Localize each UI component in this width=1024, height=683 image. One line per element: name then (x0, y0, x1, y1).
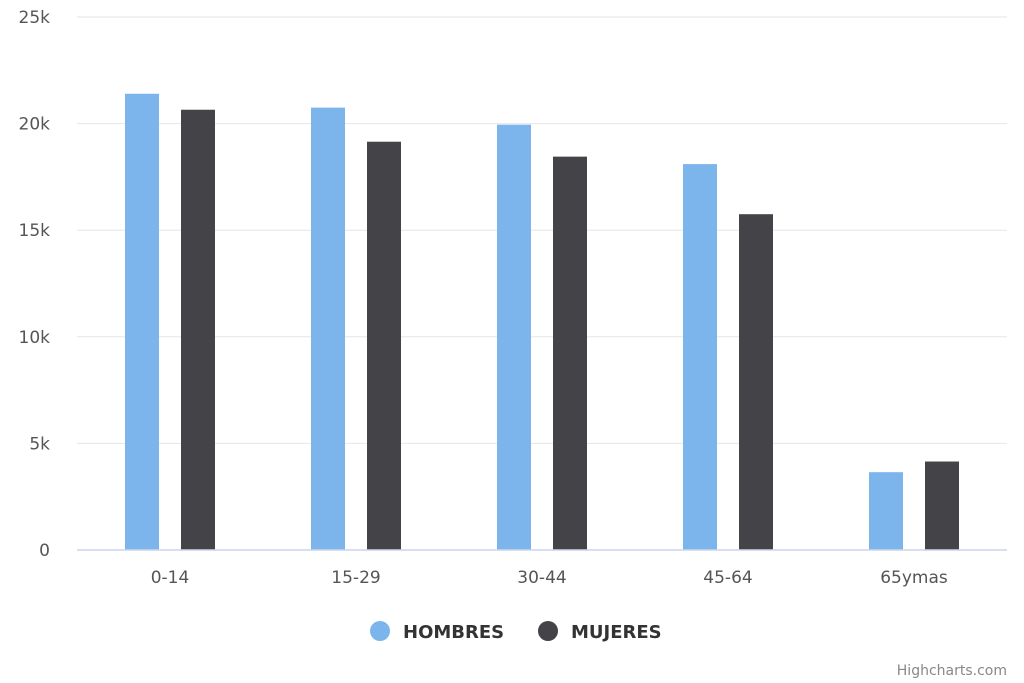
y-tick-label: 20k (19, 115, 51, 135)
credits-link[interactable]: Highcharts.com (897, 663, 1007, 679)
legend-label: HOMBRES (403, 622, 504, 643)
legend-marker (370, 621, 390, 641)
bar-hombres-0-14[interactable] (125, 93, 159, 550)
x-tick-label: 15-29 (331, 568, 380, 588)
legend-item-mujeres[interactable]: MUJERES (538, 621, 662, 643)
y-axis-labels: 0 5k 10k 15k 20k 25k (19, 8, 51, 561)
legend-marker (538, 621, 558, 641)
x-tick-label: 30-44 (517, 568, 566, 588)
bar-mujeres-0-14[interactable] (181, 109, 215, 550)
bar-mujeres-65ymas[interactable] (925, 461, 959, 550)
x-tick-label: 65ymas (880, 568, 948, 588)
grid-lines (77, 16, 1007, 444)
plot-area (125, 93, 959, 551)
bar-mujeres-30-44[interactable] (553, 156, 587, 550)
bar-hombres-45-64[interactable] (683, 164, 717, 550)
y-tick-label: 10k (19, 328, 51, 348)
legend-label: MUJERES (571, 622, 662, 643)
bar-mujeres-45-64[interactable] (739, 214, 773, 550)
bar-mujeres-15-29[interactable] (367, 141, 401, 551)
y-tick-label: 25k (19, 8, 51, 28)
x-axis-labels: 0-14 15-29 30-44 45-64 65ymas (151, 568, 948, 588)
bar-hombres-15-29[interactable] (311, 107, 345, 551)
legend: HOMBRES MUJERES (370, 621, 662, 643)
y-tick-label: 5k (29, 434, 50, 454)
y-tick-label: 0 (39, 541, 50, 561)
y-tick-label: 15k (19, 221, 51, 241)
x-tick-label: 45-64 (703, 568, 752, 588)
legend-item-hombres[interactable]: HOMBRES (370, 621, 504, 643)
bar-hombres-30-44[interactable] (497, 124, 531, 550)
bar-hombres-65ymas[interactable] (869, 472, 903, 550)
x-tick-label: 0-14 (151, 568, 190, 588)
